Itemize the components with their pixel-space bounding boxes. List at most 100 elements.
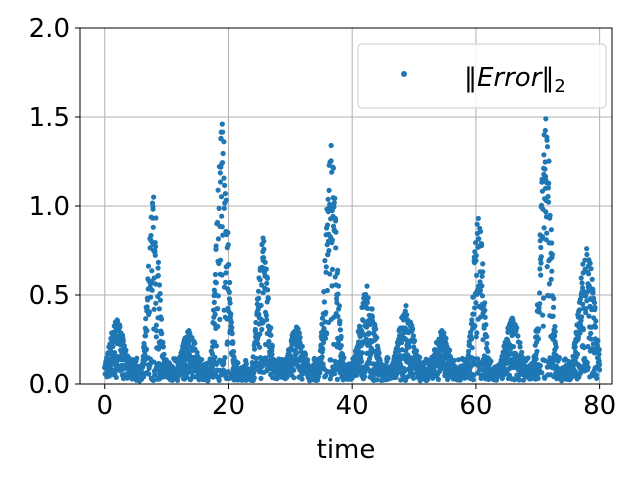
- data-point: [542, 375, 548, 381]
- data-point: [324, 222, 331, 228]
- data-point: [488, 358, 494, 364]
- data-point: [333, 218, 339, 224]
- data-point: [332, 371, 338, 377]
- data-point: [366, 330, 372, 336]
- data-point: [385, 355, 391, 361]
- data-point-peak-10: [475, 215, 481, 222]
- data-point: [319, 315, 325, 321]
- data-points: [102, 116, 603, 384]
- data-point: [592, 324, 599, 330]
- data-point: [305, 357, 311, 363]
- data-point: [359, 350, 365, 356]
- data-point: [231, 349, 237, 355]
- data-point: [321, 325, 327, 332]
- data-point: [235, 360, 241, 366]
- data-point: [480, 269, 486, 275]
- data-point-peak-4: [260, 235, 266, 241]
- data-point: [332, 195, 338, 201]
- data-point: [588, 330, 594, 336]
- data-point: [443, 335, 449, 341]
- data-point: [174, 377, 181, 383]
- data-point: [120, 337, 126, 344]
- data-point: [544, 230, 550, 236]
- data-point: [153, 300, 159, 306]
- data-point: [151, 306, 157, 312]
- y-tick-label-0: 0.0: [29, 370, 70, 400]
- data-point: [134, 355, 140, 361]
- data-point: [226, 289, 232, 295]
- data-point: [536, 309, 542, 315]
- data-point: [156, 282, 163, 288]
- data-point: [227, 296, 233, 302]
- data-point: [338, 343, 344, 349]
- data-point: [536, 305, 542, 311]
- data-point: [546, 281, 553, 287]
- data-point: [215, 236, 221, 242]
- data-point-peak-1: [151, 194, 157, 200]
- data-point: [219, 213, 225, 219]
- data-point: [155, 273, 161, 279]
- data-point: [473, 253, 479, 259]
- data-point: [542, 166, 548, 172]
- data-point: [261, 255, 267, 261]
- data-point: [544, 144, 551, 150]
- data-point: [447, 347, 453, 353]
- data-point: [468, 336, 475, 342]
- data-point: [591, 300, 598, 306]
- data-point: [474, 330, 480, 336]
- data-point: [358, 359, 365, 365]
- data-point: [257, 331, 263, 337]
- data-point: [251, 375, 257, 381]
- data-point: [403, 325, 409, 332]
- data-point: [477, 287, 483, 293]
- data-point: [229, 325, 235, 331]
- data-point: [143, 316, 149, 322]
- data-point: [484, 340, 490, 347]
- data-point-peak-6: [328, 142, 334, 149]
- data-point: [549, 251, 556, 257]
- data-point: [160, 339, 166, 345]
- data-point: [291, 367, 297, 373]
- data-point: [152, 281, 159, 287]
- data-point: [543, 209, 549, 215]
- data-point: [410, 333, 416, 339]
- data-point: [215, 293, 221, 299]
- data-point: [537, 301, 543, 307]
- data-point: [158, 316, 165, 322]
- data-point: [337, 318, 343, 324]
- x-tick-label-0: 0: [96, 391, 113, 421]
- data-point: [153, 215, 159, 221]
- data-point: [397, 352, 403, 359]
- data-point: [156, 306, 162, 312]
- data-point: [219, 160, 226, 166]
- data-point: [152, 372, 158, 378]
- data-point: [535, 375, 541, 381]
- data-point: [152, 252, 158, 258]
- x-axis-ticks: 0 20 40 60 80: [96, 384, 616, 421]
- data-point: [335, 291, 341, 297]
- data-point: [149, 268, 155, 274]
- data-point: [593, 318, 599, 324]
- data-point: [592, 304, 598, 311]
- data-point: [271, 357, 277, 364]
- data-point-peak-13: [584, 246, 590, 252]
- data-point: [474, 221, 480, 227]
- data-point: [588, 336, 594, 342]
- data-point: [498, 358, 504, 364]
- data-point: [161, 351, 167, 357]
- data-point: [325, 251, 331, 258]
- data-point: [479, 242, 485, 249]
- data-point: [549, 240, 555, 246]
- data-point-peak-0: [114, 317, 120, 323]
- data-point: [333, 229, 339, 235]
- data-point: [479, 273, 485, 279]
- data-point: [216, 377, 222, 383]
- data-point: [584, 360, 590, 366]
- data-point: [258, 375, 264, 381]
- data-point: [153, 322, 159, 328]
- data-point: [150, 224, 156, 230]
- data-point: [323, 309, 329, 315]
- data-point: [123, 347, 129, 353]
- data-point: [469, 317, 475, 323]
- data-point: [547, 212, 553, 218]
